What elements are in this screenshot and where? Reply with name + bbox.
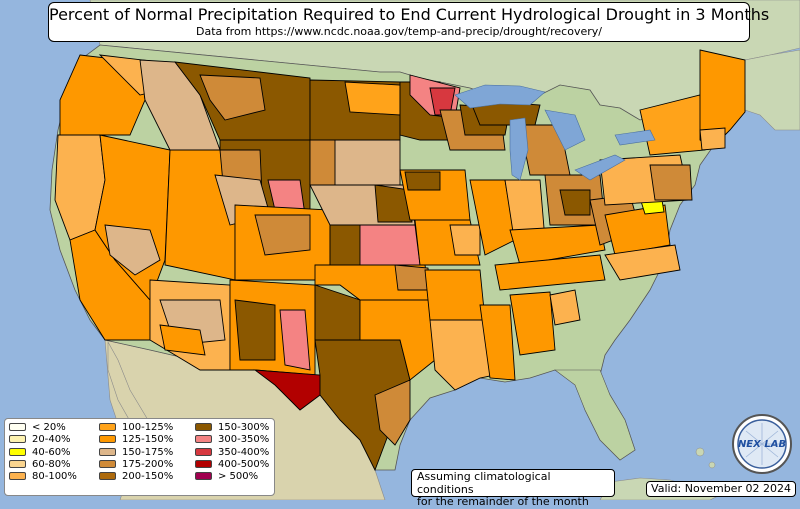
nexlab-logo: NEX LAB — [732, 414, 792, 474]
legend-column-1: < 20% 20-40% 40-60% 60-80% 80-100% — [9, 422, 77, 483]
region-pennsylvania-east — [649, 164, 693, 201]
legend-swatch — [99, 459, 116, 468]
region-nebraska-east — [374, 184, 413, 223]
region-north-carolina — [604, 244, 681, 281]
legend-item: 200-150% — [99, 471, 173, 483]
legend-label: 80-100% — [32, 471, 77, 483]
legend-item: 150-300% — [195, 422, 269, 434]
legend-label: > 500% — [218, 471, 259, 483]
lake-superior — [454, 84, 546, 109]
region-missouri-east — [449, 224, 481, 256]
legend-swatch — [99, 472, 116, 481]
map-subtitle: Data from https://www.ncdc.noaa.gov/temp… — [196, 25, 602, 38]
legend-label: 400-500% — [218, 458, 270, 470]
drought-regions — [54, 49, 746, 472]
legend-item: 150-175% — [99, 447, 173, 459]
region-new-mexico-west — [234, 299, 276, 361]
legend-item: 400-500% — [195, 459, 269, 471]
legend-column-3: 150-300% 300-350% 350-400% 400-500% > 500% — [195, 422, 269, 483]
great-lakes — [454, 84, 656, 181]
region-montana-east — [199, 74, 266, 121]
region-kansas-west — [329, 224, 361, 266]
map-legend: < 20% 20-40% 40-60% 60-80% 80-100% 100-125% 1… — [4, 418, 275, 496]
lake-michigan — [509, 117, 529, 181]
bahamas-island — [708, 461, 716, 469]
lake-ontario — [614, 129, 656, 146]
legend-label: 60-80% — [32, 458, 71, 470]
legend-item: 80-100% — [9, 471, 77, 483]
region-south-dakota-west — [309, 139, 336, 186]
assumption-note: Assuming climatological conditions for t… — [411, 469, 615, 508]
region-arizona-south — [159, 324, 206, 356]
region-colorado-mountains — [254, 214, 311, 256]
legend-label: 200-150% — [122, 471, 174, 483]
region-ohio-east — [559, 189, 591, 216]
legend-swatch — [9, 459, 26, 468]
region-new-england — [699, 49, 746, 149]
legend-item: < 20% — [9, 422, 77, 434]
map-title: Percent of Normal Precipitation Required… — [49, 5, 770, 24]
legend-label: 125-150% — [122, 434, 174, 446]
region-arkansas — [424, 269, 486, 321]
assumption-line-1: Assuming climatological conditions — [417, 470, 551, 496]
legend-swatch — [195, 423, 212, 431]
legend-swatch — [195, 472, 212, 481]
florida-land — [554, 369, 636, 461]
legend-item: 300-350% — [195, 434, 269, 446]
legend-item: 350-400% — [195, 447, 269, 459]
region-nevada-central — [104, 224, 161, 276]
lake-huron — [544, 109, 586, 151]
legend-swatch — [99, 447, 116, 456]
legend-item: 40-60% — [9, 447, 77, 459]
legend-swatch — [195, 447, 212, 456]
valid-date-label: Valid: November 02 2024 — [646, 481, 796, 497]
legend-column-2: 100-125% 125-150% 150-175% 175-200% 200-150% — [99, 422, 173, 483]
region-new-mexico-south — [279, 309, 311, 371]
region-georgia-north — [549, 289, 581, 326]
legend-item: > 500% — [195, 471, 269, 483]
legend-swatch — [9, 447, 26, 456]
title-box: Percent of Normal Precipitation Required… — [48, 2, 770, 42]
legend-label: 150-175% — [122, 446, 174, 458]
legend-swatch — [195, 459, 212, 468]
legend-item: 125-150% — [99, 434, 173, 446]
bahamas-island — [695, 447, 705, 457]
legend-swatch — [9, 435, 26, 444]
region-texas-coast — [374, 379, 411, 446]
legend-label: 350-400% — [218, 446, 270, 458]
legend-swatch — [9, 472, 26, 481]
legend-swatch — [195, 435, 212, 444]
legend-swatch — [99, 435, 116, 444]
legend-item: 100-125% — [99, 422, 173, 434]
lake-erie — [574, 154, 626, 181]
region-alabama — [509, 291, 556, 356]
legend-label: 175-200% — [122, 458, 174, 470]
legend-swatch — [9, 423, 26, 431]
legend-label: < 20% — [32, 422, 66, 433]
legend-label: 300-350% — [218, 434, 270, 446]
legend-item: 60-80% — [9, 459, 77, 471]
region-kentucky — [509, 224, 606, 266]
legend-item: 20-40% — [9, 434, 77, 446]
legend-label: 20-40% — [32, 434, 71, 446]
legend-swatch — [99, 423, 116, 431]
legend-label: 150-300% — [218, 422, 270, 433]
region-oklahoma-east — [394, 264, 431, 291]
region-mississippi — [479, 304, 516, 381]
region-massachusetts — [699, 127, 726, 151]
region-north-dakota-east — [344, 81, 401, 116]
legend-label: 100-125% — [122, 422, 174, 433]
legend-label: 40-60% — [32, 446, 71, 458]
region-tennessee — [494, 254, 606, 291]
logo-text: NEX LAB — [738, 439, 786, 450]
region-iowa-north — [404, 171, 441, 191]
assumption-line-2: for the remainder of the month — [417, 495, 589, 508]
legend-item: 175-200% — [99, 459, 173, 471]
